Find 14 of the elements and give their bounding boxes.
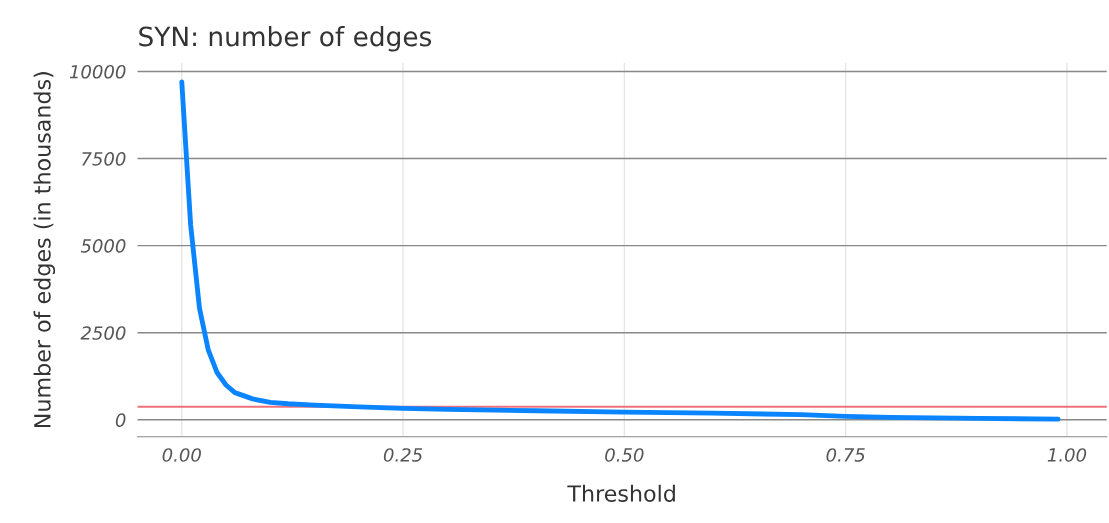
y-tick-label: 5000 <box>80 239 126 253</box>
y-tick-label: 0 <box>115 413 126 427</box>
y-tick-label: 10000 <box>69 64 126 79</box>
x-axis-title: Threshold <box>567 484 675 502</box>
x-tick-label: 0.50 <box>605 448 644 462</box>
x-tick-label: 0.75 <box>826 448 865 462</box>
y-tick-label: 7500 <box>82 152 126 166</box>
x-tick-label: 0.00 <box>162 448 201 462</box>
chart-title: SYN: number of edges <box>139 26 432 52</box>
y-tick-label: 2500 <box>80 326 126 340</box>
y-axis-title: Number of edges (in thousands) <box>33 72 56 428</box>
x-tick-label: 1.00 <box>1047 448 1087 462</box>
x-tick-label: 0.25 <box>383 448 423 462</box>
line-series <box>179 79 1061 422</box>
